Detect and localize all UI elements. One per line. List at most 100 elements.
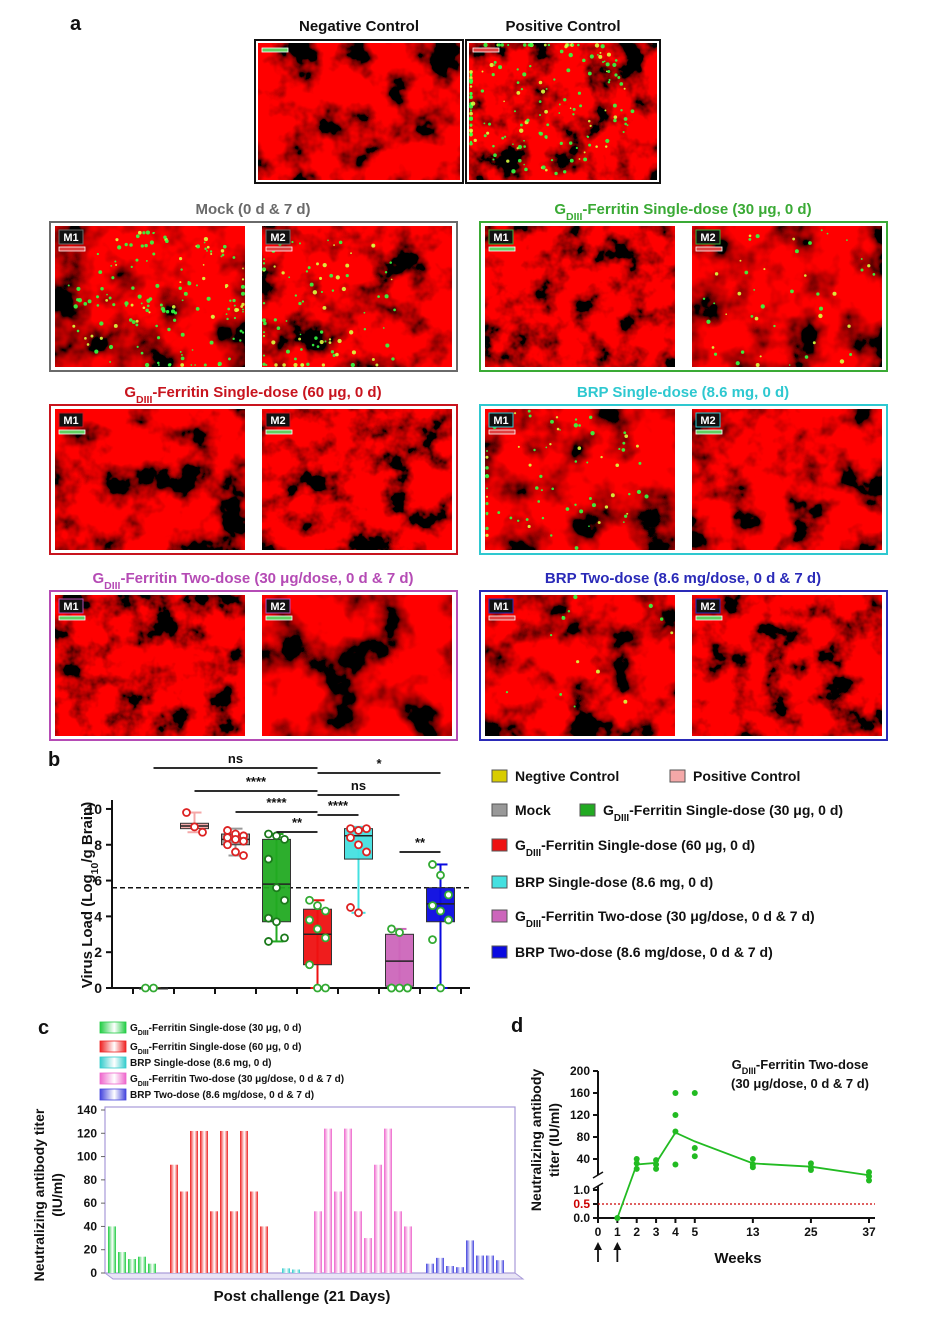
legend-swatch (491, 803, 508, 817)
data-point (141, 983, 150, 993)
green-signal (90, 334, 94, 338)
green-signal (485, 502, 489, 506)
green-signal (541, 165, 546, 170)
green-signal (337, 338, 342, 344)
y-axis-label: Virus Load (Log10/g Brain) (79, 802, 101, 988)
bar (384, 1128, 392, 1273)
bar (180, 1191, 188, 1273)
green-signal (808, 241, 812, 245)
green-signal (156, 336, 161, 340)
green-signal (124, 242, 128, 247)
green-signal (622, 441, 626, 445)
green-signal (293, 357, 297, 361)
green-signal (547, 43, 551, 47)
green-signal (384, 271, 388, 274)
green-signal (500, 43, 504, 47)
green-signal (389, 261, 392, 264)
green-signal (516, 68, 519, 71)
green-signal (190, 364, 193, 366)
green-signal (538, 113, 542, 117)
green-signal (623, 117, 628, 121)
green-signal (371, 357, 375, 361)
data-point (346, 824, 355, 834)
green-signal (588, 497, 592, 501)
fluorescence-image (262, 226, 452, 367)
green-signal (659, 617, 664, 621)
green-signal (203, 236, 209, 242)
green-signal (573, 423, 579, 428)
green-signal (473, 138, 477, 143)
green-signal (298, 337, 302, 341)
bar (170, 1164, 178, 1273)
green-signal (485, 455, 489, 459)
y-tick-label: 40 (577, 1152, 591, 1166)
green-signal (614, 59, 618, 62)
green-signal (263, 321, 267, 326)
bar (200, 1130, 208, 1273)
fluorescence-image (485, 595, 675, 736)
data-point (866, 1177, 872, 1184)
green-signal (544, 109, 548, 114)
green-signal (623, 431, 627, 435)
green-signal (293, 362, 298, 368)
legend-label: GDIII-Ferritin Single-dose (60 μg, 0 d) (130, 1042, 301, 1056)
box (262, 838, 291, 923)
green-signal (232, 298, 236, 303)
text-part: -Ferritin Single-dose (30 μg, 0 d) (149, 1023, 302, 1034)
green-signal (574, 460, 578, 463)
green-signal (263, 269, 265, 272)
data-point (428, 860, 437, 869)
green-signal (469, 123, 473, 127)
green-signal (99, 336, 103, 340)
green-signal (624, 434, 629, 439)
green-signal (619, 82, 624, 86)
data-point (272, 883, 281, 893)
green-signal (87, 299, 92, 304)
green-signal (261, 267, 267, 272)
data-point (223, 826, 232, 835)
image-title: GDIII-Ferritin Single-dose (60 μg, 0 d) (124, 384, 381, 406)
data-point (672, 1128, 679, 1135)
data-point (313, 901, 322, 911)
y-axis-label: (IU/ml) (49, 1173, 65, 1217)
green-signal (544, 135, 548, 139)
bar (456, 1267, 464, 1273)
fluorescence-image (469, 43, 657, 180)
text-part: G (130, 1023, 138, 1034)
bar (250, 1191, 258, 1273)
data-point (672, 1161, 679, 1168)
green-signal (485, 474, 489, 477)
data-point (691, 1090, 698, 1096)
bar (374, 1164, 382, 1273)
green-signal (95, 295, 100, 299)
green-signal (262, 354, 266, 357)
green-signal (227, 307, 231, 311)
green-signal (285, 320, 288, 322)
green-signal (812, 341, 816, 345)
scale-bar (488, 246, 516, 252)
green-signal (196, 244, 201, 249)
green-signal (316, 262, 319, 266)
green-signal (72, 324, 76, 328)
text-part: G (603, 802, 614, 818)
green-signal (816, 292, 820, 296)
green-signal (307, 266, 311, 270)
legend-label: Positive Control (693, 768, 800, 784)
green-signal (281, 271, 285, 275)
scale-bar (695, 615, 723, 621)
green-signal (551, 487, 555, 491)
green-signal (468, 116, 474, 121)
fluorescence-image (258, 43, 460, 180)
scale-bar (58, 246, 86, 252)
fluorescence-image (55, 226, 245, 367)
data-point (362, 847, 371, 857)
bar (394, 1211, 402, 1273)
line (616, 1131, 870, 1219)
bar (190, 1130, 198, 1273)
green-signal (583, 151, 586, 154)
green-signal (83, 302, 88, 306)
green-signal (335, 275, 340, 280)
green-signal (773, 324, 776, 328)
green-signal (481, 70, 484, 73)
